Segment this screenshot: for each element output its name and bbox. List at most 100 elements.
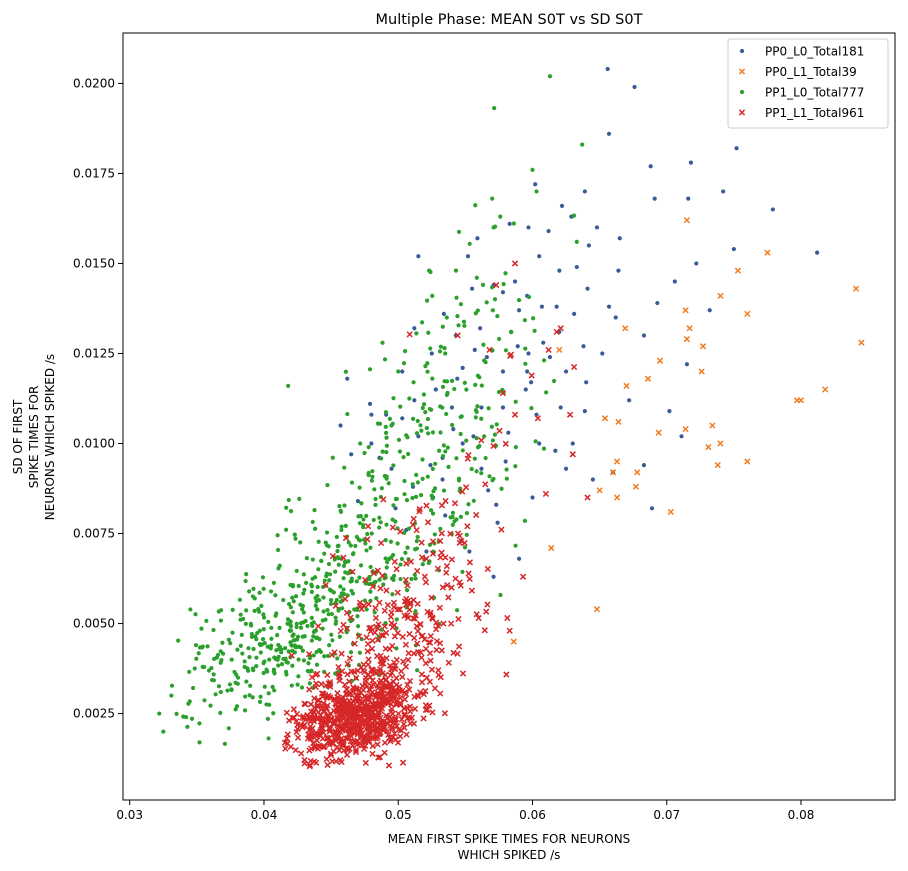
data-point	[336, 608, 341, 613]
data-point	[295, 682, 300, 687]
data-point	[494, 422, 499, 427]
data-point	[243, 621, 248, 626]
data-point	[364, 640, 372, 648]
y-tick-label: 0.0125	[73, 346, 115, 360]
data-point	[303, 618, 308, 624]
data-point	[348, 619, 353, 624]
data-point	[380, 449, 385, 454]
data-point	[301, 591, 306, 596]
data-point	[528, 372, 535, 379]
data-point	[383, 587, 390, 594]
data-point	[354, 579, 359, 584]
data-point	[686, 196, 691, 201]
data-point	[688, 160, 694, 165]
data-point	[461, 319, 467, 324]
data-point	[316, 567, 321, 572]
data-point	[400, 658, 407, 665]
data-point	[358, 563, 364, 568]
data-point	[632, 483, 640, 490]
data-point	[252, 596, 257, 601]
data-point	[441, 443, 446, 448]
data-point	[298, 750, 305, 757]
data-point	[312, 629, 317, 634]
data-point	[433, 619, 440, 626]
data-point	[379, 456, 384, 461]
data-point	[348, 543, 353, 548]
data-point	[383, 410, 389, 415]
data-point	[373, 496, 378, 502]
data-point	[472, 347, 477, 352]
data-point	[617, 236, 622, 241]
data-point	[413, 526, 420, 534]
data-point	[384, 435, 389, 440]
data-point	[251, 586, 256, 591]
data-point	[309, 615, 314, 620]
data-point	[473, 382, 478, 387]
data-point	[296, 583, 301, 589]
data-point	[475, 236, 480, 241]
data-point	[379, 486, 384, 491]
data-point	[307, 701, 315, 708]
data-point	[333, 569, 338, 574]
data-point	[522, 318, 527, 323]
data-point	[462, 323, 467, 328]
data-point	[441, 311, 446, 316]
data-point	[451, 500, 459, 507]
data-point	[373, 502, 378, 507]
legend: PP0_L0_Total181 PP0_L1_Total39 PP1_L0_Tota…	[727, 38, 889, 129]
data-point	[335, 656, 340, 661]
data-point	[405, 650, 412, 657]
data-point	[396, 606, 404, 613]
data-point	[443, 569, 450, 576]
data-point	[377, 525, 382, 530]
data-point	[372, 604, 379, 612]
data-point	[372, 610, 377, 615]
data-point	[388, 736, 395, 743]
data-point	[320, 708, 327, 715]
data-point	[499, 486, 504, 491]
data-point	[295, 634, 301, 639]
data-point	[797, 397, 805, 404]
data-point	[235, 647, 240, 652]
data-point	[344, 671, 351, 678]
data-point	[329, 597, 334, 603]
data-point	[353, 692, 360, 700]
data-point	[532, 328, 537, 333]
data-point	[306, 747, 313, 754]
data-point	[478, 437, 485, 444]
data-point	[351, 551, 356, 556]
data-point	[377, 577, 382, 582]
data-point	[580, 142, 585, 147]
data-point	[515, 344, 520, 349]
data-point	[284, 731, 291, 738]
data-point	[454, 608, 460, 613]
data-point	[409, 576, 414, 582]
data-point	[468, 587, 476, 594]
data-point	[334, 690, 341, 697]
data-point	[343, 609, 351, 616]
data-point	[271, 580, 277, 585]
data-point	[313, 575, 318, 580]
data-point	[242, 708, 248, 713]
data-point	[398, 576, 403, 582]
data-point	[332, 602, 339, 609]
legend-label: PP1_L1_Total961	[765, 106, 864, 120]
data-point	[412, 398, 417, 403]
data-point	[336, 747, 343, 754]
data-point	[432, 626, 440, 633]
data-point	[330, 638, 335, 643]
data-point	[547, 354, 553, 360]
data-point	[414, 431, 420, 436]
data-point	[383, 430, 389, 435]
data-point	[446, 464, 451, 469]
data-point	[368, 589, 373, 594]
x-tick-label: 0.04	[251, 808, 278, 822]
x-tick-label: 0.08	[788, 808, 815, 822]
data-point	[430, 466, 435, 472]
data-point	[274, 648, 279, 653]
data-point	[445, 390, 450, 395]
data-point	[455, 615, 462, 623]
data-point	[454, 530, 462, 537]
data-point	[259, 642, 265, 647]
